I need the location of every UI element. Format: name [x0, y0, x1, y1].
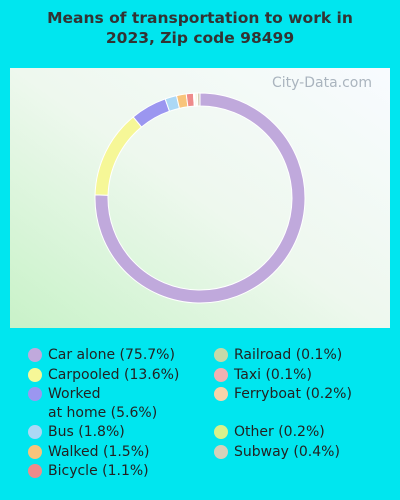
legend-swatch [28, 367, 42, 382]
donut-segment [185, 92, 195, 108]
legend-swatch [214, 387, 228, 401]
legend-label: Car alone [48, 347, 116, 363]
legend-value: (1.1%) [102, 463, 149, 479]
legend-text: Ferryboat (0.2%) [234, 385, 352, 404]
legend-item: Bicycle (1.1%) [28, 462, 214, 481]
legend-item: Ferryboat (0.2%) [214, 385, 384, 422]
legend-text: Other (0.2%) [234, 423, 325, 442]
legend-item: Taxi (0.1%) [214, 366, 384, 385]
legend-value: (5.6%) [110, 404, 158, 421]
legend-swatch [214, 348, 228, 362]
legend-text: Taxi (0.1%) [234, 366, 312, 385]
legend-label: Bus [48, 424, 74, 440]
legend-label: Railroad [234, 347, 292, 363]
legend-value: (0.2%) [278, 424, 325, 440]
legend-item: Railroad (0.1%) [214, 346, 384, 365]
legend-swatch [214, 444, 228, 459]
legend-label: Taxi [234, 366, 261, 383]
legend-value: (13.6%) [123, 366, 180, 383]
watermark: City-Data.com [272, 75, 372, 91]
legend-text: Walked (1.5%) [48, 443, 149, 462]
legend-label: Subway [234, 443, 289, 460]
chart: City-Data.com [94, 75, 372, 304]
legend-item: Worked at home (5.6%) [28, 385, 214, 422]
legend: Car alone (75.7%) Carpooled (13.6%) Worked… [28, 346, 384, 481]
legend-label: Worked at home [48, 386, 107, 421]
legend-label: Bicycle [48, 463, 98, 479]
legend-item: Walked (1.5%) [28, 443, 214, 462]
legend-swatch [28, 425, 42, 439]
donut-segment [94, 116, 143, 196]
legend-item: Subway (0.4%) [214, 443, 384, 462]
legend-label: Ferryboat [234, 386, 301, 402]
legend-swatch [28, 444, 42, 459]
legend-text: Subway (0.4%) [234, 443, 340, 462]
legend-text: Car alone (75.7%) [48, 346, 175, 365]
legend-value: (0.4%) [293, 443, 340, 460]
plot-area: City-Data.com [10, 68, 390, 328]
legend-item: Bus (1.8%) [28, 423, 214, 442]
legend-value: (0.1%) [295, 347, 343, 363]
legend-swatch [28, 464, 42, 478]
legend-swatch [214, 367, 228, 382]
legend-label: Carpooled [48, 366, 120, 383]
legend-value: (1.8%) [78, 424, 125, 440]
legend-item: Carpooled (13.6%) [28, 366, 214, 385]
donut-segment [196, 92, 201, 107]
chart-title: Means of transportation to work in 2023,… [47, 9, 353, 47]
legend-text: Bicycle (1.1%) [48, 462, 149, 481]
legend-text: Worked at home (5.6%) [48, 385, 157, 422]
legend-item: Car alone (75.7%) [28, 346, 214, 365]
legend-swatch [214, 425, 228, 439]
legend-value: (75.7%) [119, 347, 175, 363]
legend-item: Other (0.2%) [214, 423, 384, 442]
legend-swatch [28, 387, 42, 401]
legend-value: (1.5%) [102, 443, 150, 460]
donut-segment [132, 98, 171, 128]
legend-text: Bus (1.8%) [48, 423, 125, 442]
legend-value: (0.1%) [265, 366, 312, 383]
legend-swatch [28, 348, 42, 362]
legend-text: Railroad (0.1%) [234, 346, 342, 365]
legend-value: (0.2%) [305, 386, 352, 402]
legend-text: Carpooled (13.6%) [48, 366, 179, 385]
legend-label: Other [234, 424, 274, 440]
legend-label: Walked [48, 443, 99, 460]
